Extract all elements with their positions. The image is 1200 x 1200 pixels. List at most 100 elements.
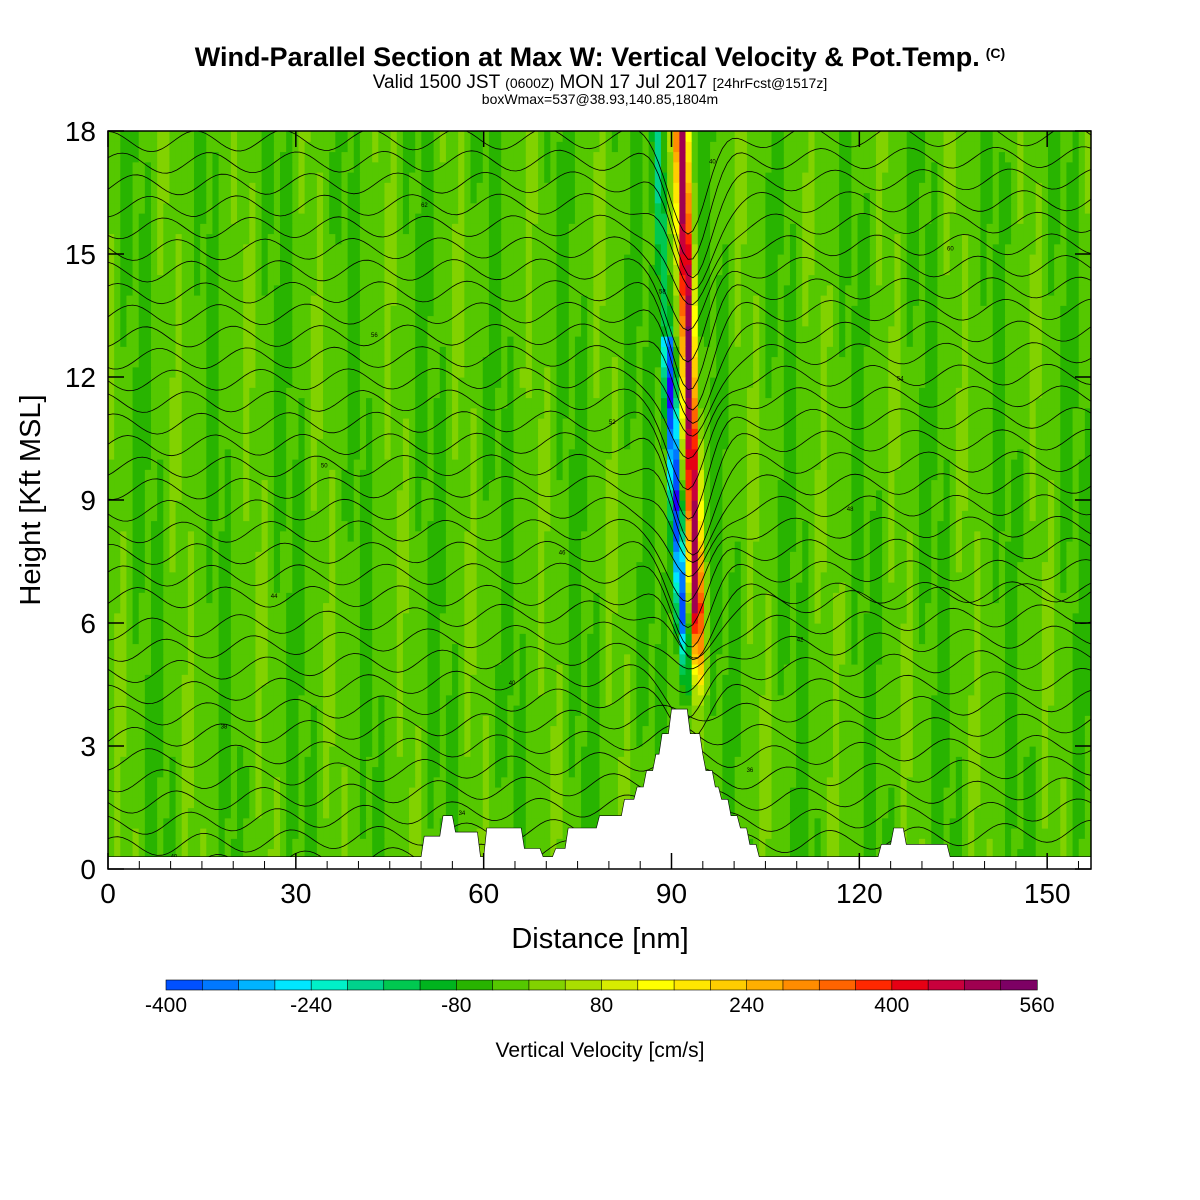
field-cell xyxy=(255,582,263,593)
field-cell xyxy=(151,674,158,686)
field-cell xyxy=(980,797,988,809)
field-cell xyxy=(323,705,330,716)
field-cell xyxy=(298,612,306,624)
field-cell xyxy=(427,664,435,675)
field-cell xyxy=(151,817,158,829)
field-cell xyxy=(759,838,766,850)
field-cell xyxy=(138,684,146,696)
field-cell xyxy=(814,694,822,706)
field-cell xyxy=(237,797,244,809)
field-cell xyxy=(181,592,189,604)
field-cell xyxy=(925,756,932,768)
field-cell xyxy=(372,848,379,860)
field-cell xyxy=(280,674,287,686)
field-cell xyxy=(353,807,361,819)
field-cell xyxy=(267,664,275,675)
field-cell xyxy=(968,653,975,665)
field-cell xyxy=(605,612,613,624)
field-cell xyxy=(402,705,410,716)
field-cell xyxy=(593,623,601,634)
field-cell xyxy=(513,582,521,593)
field-cell xyxy=(550,674,558,686)
field-cell xyxy=(531,674,539,686)
field-cell xyxy=(832,817,840,829)
field-cell xyxy=(390,715,398,727)
field-cell xyxy=(519,766,527,778)
field-cell xyxy=(998,571,1006,583)
field-cell xyxy=(943,582,951,593)
field-cell xyxy=(335,571,343,583)
field-cell xyxy=(402,674,410,686)
field-cell xyxy=(151,735,158,747)
field-cell xyxy=(722,582,730,593)
field-cell xyxy=(593,766,601,778)
field-cell xyxy=(740,592,748,604)
field-cell xyxy=(1060,705,1068,716)
field-cell xyxy=(132,817,140,829)
field-cell xyxy=(998,602,1006,614)
field-cell xyxy=(310,797,318,809)
field-cell xyxy=(1035,735,1043,747)
field-cell xyxy=(765,807,773,819)
field-cell xyxy=(464,705,472,716)
field-cell xyxy=(691,571,699,583)
field-cell xyxy=(636,766,644,778)
field-cell xyxy=(224,551,232,563)
field-cell xyxy=(525,797,533,809)
field-cell xyxy=(525,561,533,573)
field-cell xyxy=(237,725,244,737)
field-cell xyxy=(194,776,201,788)
field-cell xyxy=(1078,828,1086,839)
field-cell xyxy=(961,674,969,686)
field-cell xyxy=(108,776,115,788)
field-cell xyxy=(458,797,465,809)
field-cell xyxy=(734,592,742,604)
field-cell xyxy=(151,725,158,737)
field-cell xyxy=(925,653,932,665)
field-cell xyxy=(679,612,687,624)
field-cell xyxy=(341,582,349,593)
field-cell xyxy=(980,674,988,686)
field-cell xyxy=(869,582,877,593)
field-cell xyxy=(501,797,508,809)
field-cell xyxy=(366,602,373,614)
field-cell xyxy=(863,817,871,829)
field-cell xyxy=(273,807,281,819)
field-cell xyxy=(900,623,908,634)
field-cell xyxy=(531,643,539,655)
field-cell xyxy=(366,807,373,819)
field-cell xyxy=(464,592,472,604)
field-cell xyxy=(1011,797,1018,809)
field-cell xyxy=(660,561,668,573)
field-cell xyxy=(243,766,250,778)
field-cell xyxy=(900,797,908,809)
field-cell xyxy=(740,633,748,645)
field-cell xyxy=(243,807,250,819)
field-cell xyxy=(151,705,158,716)
field-cell xyxy=(255,776,263,788)
field-cell xyxy=(329,602,336,614)
field-cell xyxy=(789,715,797,727)
field-cell xyxy=(470,746,478,757)
field-cell xyxy=(1004,582,1012,593)
field-cell xyxy=(261,674,269,686)
field-cell xyxy=(194,664,201,675)
field-cell xyxy=(1023,592,1031,604)
field-cell xyxy=(298,766,306,778)
field-cell xyxy=(144,766,152,778)
field-cell xyxy=(409,592,416,604)
field-cell xyxy=(476,725,484,737)
field-cell xyxy=(310,551,318,563)
field-cell xyxy=(820,694,828,706)
field-cell xyxy=(1078,653,1086,665)
field-cell xyxy=(832,592,840,604)
field-cell xyxy=(329,623,336,634)
field-cell xyxy=(366,582,373,593)
field-cell xyxy=(476,602,484,614)
field-cell xyxy=(108,612,115,624)
field-cell xyxy=(187,643,195,655)
field-cell xyxy=(617,643,625,655)
field-cell xyxy=(716,694,723,706)
field-cell xyxy=(409,746,416,757)
field-cell xyxy=(304,664,312,675)
